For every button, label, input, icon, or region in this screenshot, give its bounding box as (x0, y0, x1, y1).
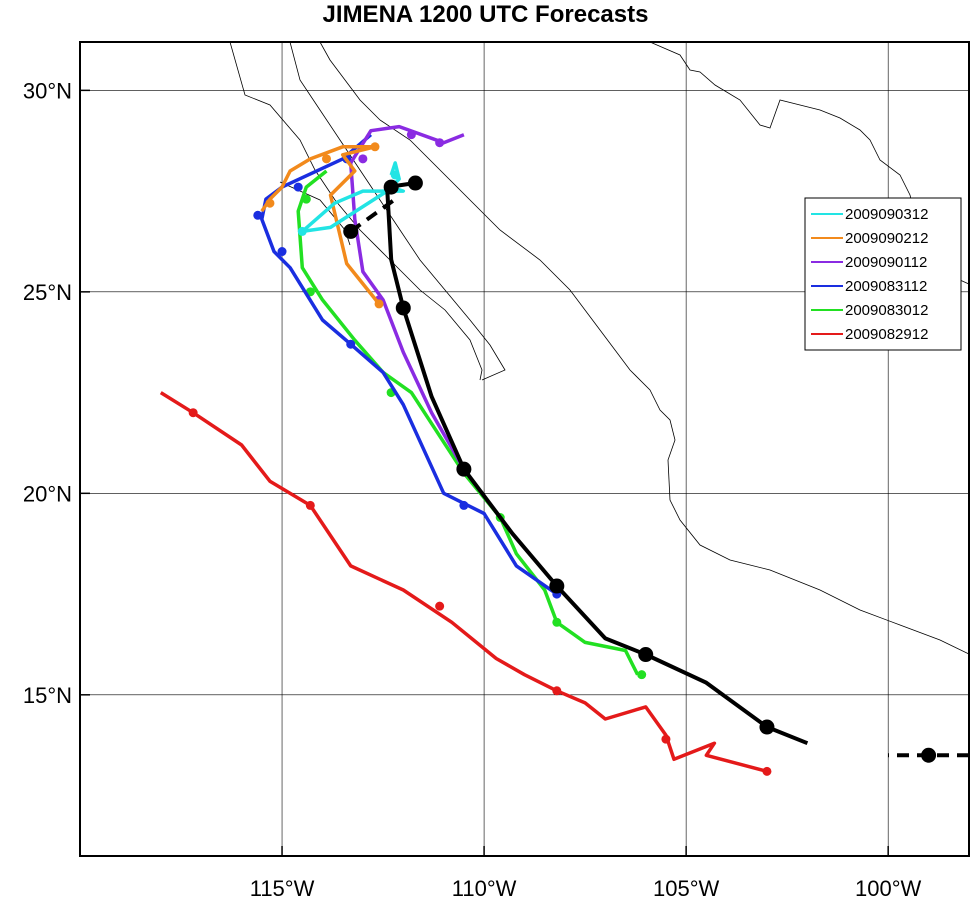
track-point (406, 130, 416, 140)
track-point (390, 170, 400, 180)
legend-label: 2009090312 (845, 206, 928, 223)
x-tick-label: 115°W (250, 876, 315, 900)
y-tick-label: 30°N (23, 78, 72, 103)
track-line (159, 391, 768, 774)
legend-item: 2009083012 (811, 302, 928, 319)
best-track-point (395, 300, 411, 316)
coastline-baja-west (229, 42, 483, 381)
legend: 2009090312 2009090212 2009090112 2009083112… (804, 197, 962, 351)
y-tick-label: 20°N (23, 481, 72, 506)
track-point (552, 686, 562, 696)
coastline-sonora-sinaloa (319, 42, 969, 655)
x-tick-label: 105°W (653, 876, 720, 900)
best-track-point (921, 747, 937, 763)
track-point (661, 734, 671, 744)
best-track (343, 175, 969, 763)
track-line (296, 169, 640, 676)
best-track-point (759, 719, 775, 735)
track-point (358, 154, 368, 164)
track-point (762, 766, 772, 776)
chart-title: JIMENA 1200 UTC Forecasts (322, 1, 649, 28)
y-tick-label: 25°N (23, 280, 72, 305)
track-point (277, 247, 287, 257)
legend-label: 2009083012 (845, 302, 928, 319)
track-point (374, 299, 384, 309)
legend-item: 2009082912 (811, 326, 928, 343)
axis-ticks: 115°W 110°W 105°W 100°W 15°N 20°N 25°N 30°N (23, 78, 922, 900)
plot-frame (79, 41, 970, 857)
track-line (300, 161, 406, 234)
legend-item: 2009083112 (811, 278, 927, 295)
x-tick-label: 110°W (452, 876, 517, 900)
best-track-point (383, 179, 399, 195)
best-track-dashed (349, 197, 397, 234)
track-point (552, 617, 562, 627)
forecast-track-2009083012 (296, 169, 647, 680)
coastline-baja-east (289, 42, 506, 381)
best-track-point (638, 647, 654, 663)
best-track-point (549, 578, 565, 594)
track-point (370, 142, 380, 152)
forecast-track-2009090312 (297, 161, 406, 236)
legend-item: 2009090112 (811, 254, 927, 271)
track-point (305, 500, 315, 510)
track-point (265, 198, 275, 208)
best-track-point (456, 461, 472, 477)
track-point (321, 154, 331, 164)
grid-lines (80, 42, 969, 856)
track-point (293, 182, 303, 192)
legend-box (804, 197, 962, 351)
track-point (637, 670, 647, 680)
legend-item: 2009090212 (811, 230, 928, 247)
track-point (253, 210, 263, 220)
track-point (435, 138, 445, 148)
best-track-line (385, 181, 809, 746)
forecast-tracks (159, 124, 969, 776)
legend-label: 2009090212 (845, 230, 928, 247)
track-line (348, 124, 466, 470)
forecast-track-2009090112 (348, 124, 466, 470)
best-track-point (343, 223, 359, 239)
track-point (301, 194, 311, 204)
track-point (459, 500, 469, 510)
track-point (346, 339, 356, 349)
y-tick-label: 15°N (23, 683, 72, 708)
legend-label: 2009090112 (845, 254, 927, 271)
legend-item: 2009090312 (811, 206, 928, 223)
track-point (435, 601, 445, 611)
legend-label: 2009082912 (845, 326, 928, 343)
forecast-track-2009082912 (159, 391, 772, 776)
best-track-point (407, 175, 423, 191)
track-point (188, 408, 198, 418)
x-tick-label: 100°W (855, 876, 922, 900)
track-point (297, 226, 307, 236)
legend-label: 2009083112 (845, 278, 927, 295)
